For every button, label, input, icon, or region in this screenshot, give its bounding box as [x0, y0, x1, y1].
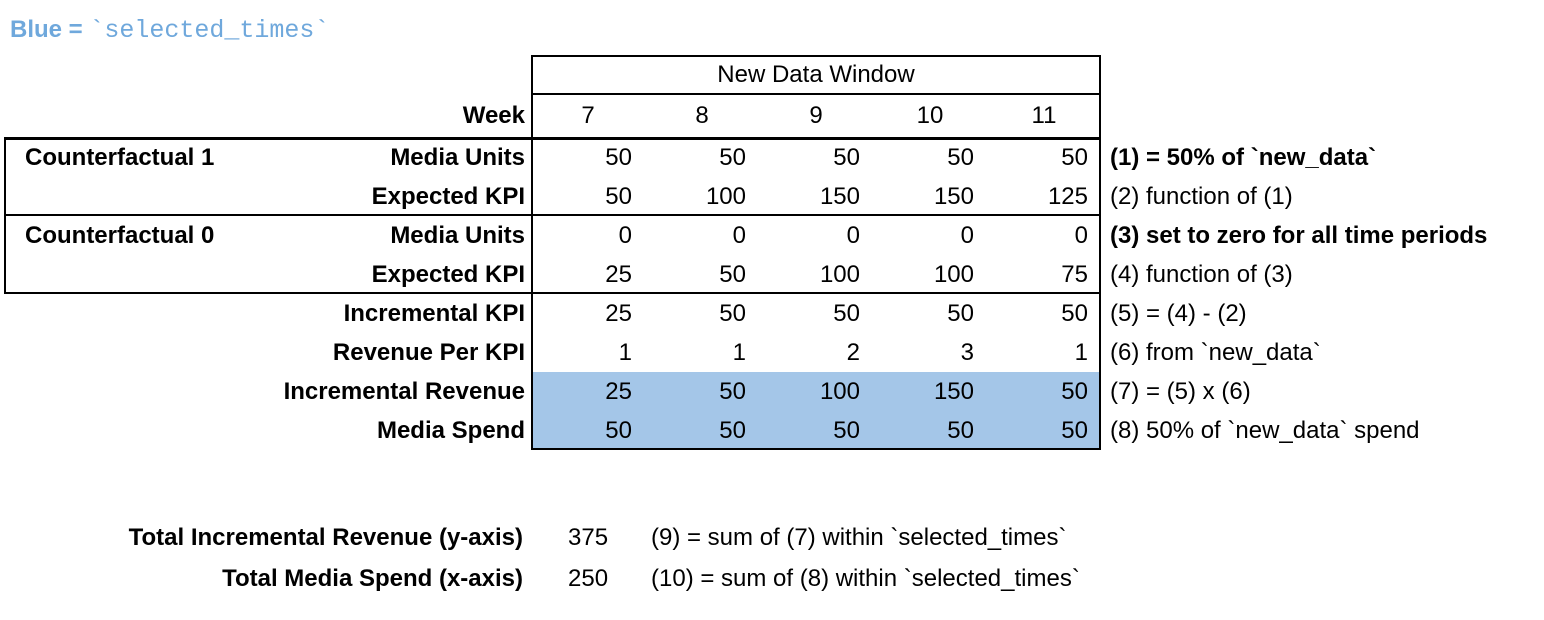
week-11: 11 — [1031, 101, 1057, 129]
data-cell-highlighted: 50 — [605, 416, 632, 444]
annotation-1: (1) = 50% of `new_data` — [1110, 143, 1377, 171]
table-row-media-spend: Media Spend 50 50 50 50 50 (8) 50% of `n… — [0, 411, 1544, 450]
data-cell-highlighted: 50 — [719, 377, 746, 405]
data-cell: 50 — [1061, 299, 1088, 327]
data-cell-highlighted: 50 — [833, 416, 860, 444]
legend-blue-note: Blue = `selected_times` — [10, 16, 329, 45]
week-8: 8 — [695, 101, 709, 129]
data-cell: 50 — [605, 182, 632, 210]
data-cell: 50 — [719, 143, 746, 171]
selected-times-highlight — [533, 372, 1099, 448]
data-cell-highlighted: 100 — [819, 377, 860, 405]
row-label: Incremental Revenue — [283, 377, 525, 405]
data-cell: 150 — [819, 182, 860, 210]
header-label: New Data Window — [717, 61, 915, 88]
counterfactual-divider — [4, 214, 1101, 216]
data-cell-highlighted: 25 — [605, 377, 632, 405]
data-cell: 75 — [1061, 260, 1088, 288]
annotation-9: (9) = sum of (7) within `selected_times` — [651, 524, 1067, 551]
total-value: 375 — [568, 524, 609, 551]
data-cell: 50 — [605, 143, 632, 171]
row-label: Expected KPI — [371, 260, 525, 288]
week-row-divider — [4, 137, 1101, 140]
week-9: 9 — [809, 101, 823, 129]
annotation-8: (8) 50% of `new_data` spend — [1110, 416, 1420, 444]
total-label: Total Media Spend (x-axis) — [222, 565, 523, 592]
annotation-6: (6) from `new_data` — [1110, 338, 1321, 366]
table-row-incremental-revenue: Incremental Revenue 25 50 100 150 50 (7)… — [0, 372, 1544, 411]
row-label: Incremental KPI — [343, 299, 525, 327]
group-label-counterfactual-0: Counterfactual 0 — [25, 221, 215, 249]
data-cell: 50 — [719, 260, 746, 288]
counterfactual0-bottom-divider — [4, 292, 1101, 294]
data-cell-highlighted: 50 — [1061, 416, 1088, 444]
data-cell: 25 — [605, 299, 632, 327]
data-cell: 100 — [933, 260, 974, 288]
annotation-3: (3) set to zero for all time periods — [1110, 221, 1488, 249]
data-cell: 3 — [960, 338, 974, 366]
row-label: Media Spend — [376, 416, 525, 444]
annotation-7: (7) = (5) x (6) — [1110, 377, 1251, 405]
table-row-cf0-expected-kpi: Expected KPI 25 50 100 100 75 (4) functi… — [0, 255, 1544, 294]
data-cell: 50 — [833, 299, 860, 327]
legend-prefix: Blue = — [10, 16, 90, 43]
data-cell: 1 — [732, 338, 746, 366]
table-row-cf0-media-units: Counterfactual 0 Media Units 0 0 0 0 0 (… — [0, 216, 1544, 255]
row-label: Revenue Per KPI — [332, 338, 525, 366]
row-label: Media Units — [390, 143, 525, 171]
data-cell: 50 — [1061, 143, 1088, 171]
data-cell-highlighted: 50 — [947, 416, 974, 444]
data-cell: 0 — [1074, 221, 1088, 249]
table-row-revenue-per-kpi: Revenue Per KPI 1 1 2 3 1 (6) from `new_… — [0, 333, 1544, 372]
total-media-spend-row: Total Media Spend (x-axis) 250 (10) = su… — [0, 559, 1544, 599]
data-cell-highlighted: 50 — [1061, 377, 1088, 405]
data-window-border — [531, 55, 1101, 450]
table-row-incremental-kpi: Incremental KPI 25 50 50 50 50 (5) = (4)… — [0, 294, 1544, 333]
header-divider — [531, 93, 1101, 95]
table-row-cf1-expected-kpi: Expected KPI 50 100 150 150 125 (2) func… — [0, 177, 1544, 216]
row-label: Expected KPI — [371, 182, 525, 210]
data-cell: 50 — [719, 299, 746, 327]
total-label: Total Incremental Revenue (y-axis) — [128, 524, 523, 551]
group-label-counterfactual-1: Counterfactual 1 — [25, 143, 215, 171]
data-cell: 0 — [846, 221, 860, 249]
total-incremental-revenue-row: Total Incremental Revenue (y-axis) 375 (… — [0, 518, 1544, 558]
week-row: Week 7 8 9 10 11 — [0, 94, 1544, 137]
data-cell: 0 — [732, 221, 746, 249]
week-7: 7 — [581, 101, 595, 129]
data-cell: 2 — [846, 338, 860, 366]
annotation-4: (4) function of (3) — [1110, 260, 1293, 288]
table-row-cf1-media-units: Counterfactual 1 Media Units 50 50 50 50… — [0, 138, 1544, 177]
total-value: 250 — [568, 565, 609, 592]
data-cell-highlighted: 50 — [719, 416, 746, 444]
data-cell: 25 — [605, 260, 632, 288]
data-cell: 50 — [947, 299, 974, 327]
annotation-2: (2) function of (1) — [1110, 182, 1293, 210]
data-cell: 50 — [947, 143, 974, 171]
data-cell: 125 — [1047, 182, 1088, 210]
table-header-new-data-window: New Data Window — [531, 57, 1101, 93]
data-cell: 100 — [705, 182, 746, 210]
week-10: 10 — [916, 101, 944, 129]
legend-code-selected-times: `selected_times` — [89, 16, 330, 45]
annotation-5: (5) = (4) - (2) — [1110, 299, 1247, 327]
data-cell: 150 — [933, 182, 974, 210]
data-cell: 50 — [833, 143, 860, 171]
row-label: Media Units — [390, 221, 525, 249]
label-box-left-border — [4, 137, 6, 294]
data-cell: 1 — [1074, 338, 1088, 366]
data-cell: 0 — [618, 221, 632, 249]
data-cell: 0 — [960, 221, 974, 249]
week-label: Week — [462, 101, 525, 129]
data-cell: 100 — [819, 260, 860, 288]
data-cell: 1 — [618, 338, 632, 366]
data-cell-highlighted: 150 — [933, 377, 974, 405]
annotation-10: (10) = sum of (8) within `selected_times… — [651, 565, 1080, 592]
